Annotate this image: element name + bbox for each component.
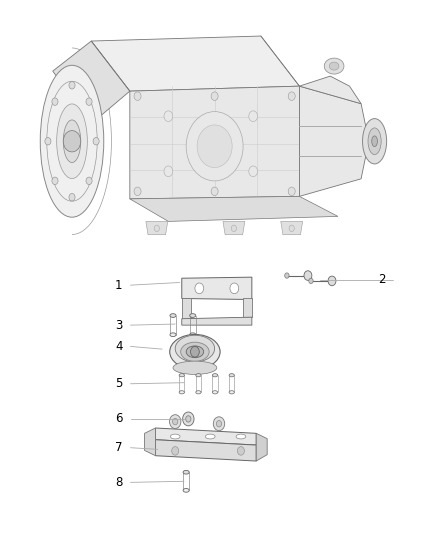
Circle shape [249,166,258,176]
Polygon shape [182,317,252,325]
Circle shape [134,92,141,100]
Circle shape [195,283,204,294]
Text: 7: 7 [115,441,123,454]
Ellipse shape [229,391,234,394]
Circle shape [186,111,243,181]
Circle shape [186,416,191,422]
Circle shape [288,187,295,196]
Circle shape [45,138,51,145]
Circle shape [86,177,92,184]
Text: 4: 4 [115,340,123,353]
Ellipse shape [196,391,201,394]
Text: 5: 5 [115,377,123,390]
Ellipse shape [170,434,180,439]
Polygon shape [243,298,252,317]
Ellipse shape [63,120,81,163]
Ellipse shape [368,128,381,155]
Ellipse shape [170,313,176,317]
Ellipse shape [183,471,189,474]
Circle shape [211,187,218,196]
Polygon shape [300,76,361,103]
Circle shape [304,271,312,280]
Circle shape [86,98,92,106]
Text: 2: 2 [378,273,385,286]
Polygon shape [155,440,256,461]
Ellipse shape [180,342,209,361]
Circle shape [231,225,237,231]
Ellipse shape [183,489,189,492]
Polygon shape [223,221,245,235]
Polygon shape [281,221,303,235]
Circle shape [69,82,75,89]
Circle shape [191,346,199,357]
Ellipse shape [170,333,176,337]
Circle shape [288,92,295,100]
Circle shape [183,412,194,426]
Polygon shape [155,428,256,445]
Circle shape [154,225,159,231]
Polygon shape [130,86,300,199]
Polygon shape [146,221,168,235]
Circle shape [134,187,141,196]
Polygon shape [300,86,369,196]
Ellipse shape [175,335,215,362]
Circle shape [173,418,178,425]
Circle shape [164,166,173,176]
Circle shape [197,125,232,167]
Ellipse shape [205,434,215,439]
Circle shape [230,283,239,294]
Polygon shape [145,428,155,456]
Circle shape [164,111,173,122]
Ellipse shape [190,333,196,337]
Ellipse shape [229,374,234,377]
Circle shape [285,273,289,278]
Circle shape [63,131,81,152]
Ellipse shape [212,374,218,377]
Circle shape [216,421,222,427]
Circle shape [93,138,99,145]
Ellipse shape [236,434,246,439]
Circle shape [170,415,181,429]
Circle shape [211,92,218,100]
Polygon shape [91,36,300,91]
Text: 6: 6 [115,413,123,425]
Ellipse shape [363,119,387,164]
Circle shape [52,177,58,184]
Ellipse shape [329,62,339,70]
Ellipse shape [324,58,344,74]
Text: 3: 3 [115,319,123,332]
Ellipse shape [179,391,184,394]
Ellipse shape [170,335,220,369]
Ellipse shape [40,66,104,217]
Text: 1: 1 [115,279,123,292]
Ellipse shape [186,346,204,358]
Ellipse shape [173,361,217,375]
Ellipse shape [372,136,378,147]
Ellipse shape [212,391,218,394]
Ellipse shape [190,313,196,317]
Circle shape [289,225,294,231]
Circle shape [309,278,313,284]
Ellipse shape [196,374,201,377]
Polygon shape [53,41,130,124]
Circle shape [213,417,225,431]
Polygon shape [130,196,338,221]
Polygon shape [256,433,267,461]
Circle shape [52,98,58,106]
Ellipse shape [179,374,184,377]
Polygon shape [182,298,191,319]
Circle shape [69,193,75,201]
Circle shape [172,447,179,455]
Polygon shape [182,277,252,300]
Text: 8: 8 [115,476,123,489]
Circle shape [328,276,336,286]
Circle shape [249,111,258,122]
Circle shape [237,447,244,455]
Ellipse shape [57,104,87,179]
